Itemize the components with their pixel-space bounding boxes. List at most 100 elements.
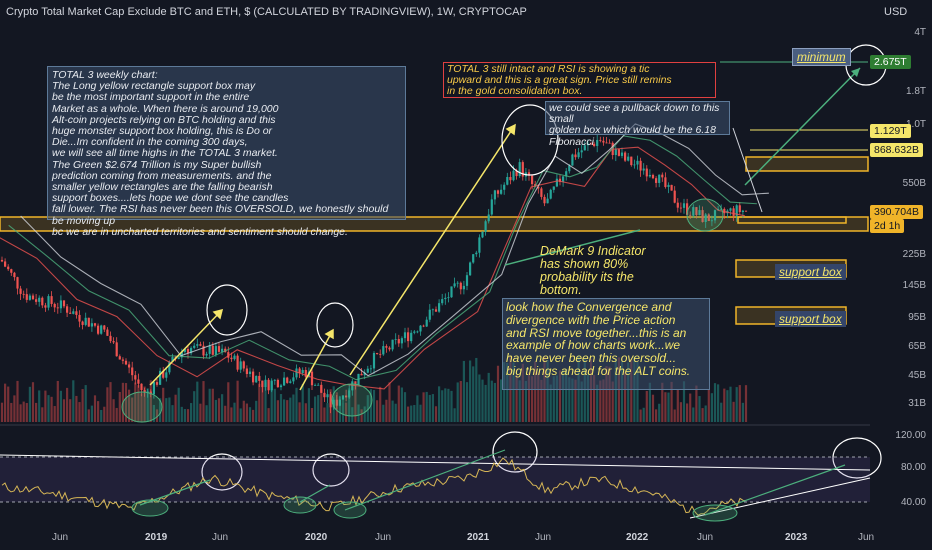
volume-bar: [202, 381, 205, 422]
candle-body: [394, 339, 397, 340]
candle-body: [28, 295, 31, 300]
candle-body: [273, 379, 276, 381]
volume-bar: [270, 381, 273, 422]
volume-bar: [217, 398, 221, 422]
candle-body: [258, 375, 261, 381]
volume-bar: [580, 381, 583, 422]
volume-bar: [261, 380, 264, 422]
candle-body: [410, 332, 413, 342]
volume-bar: [524, 380, 527, 422]
volume-bar: [586, 374, 589, 422]
candle-body: [205, 353, 208, 356]
demark-arrow: [504, 229, 641, 266]
candle-body: [100, 325, 103, 334]
volume-bar: [267, 408, 270, 422]
volume-bar: [512, 362, 515, 422]
volume-bar: [245, 403, 248, 422]
volume-bar: [124, 383, 128, 422]
volume-bar: [710, 393, 713, 422]
candle-body: [682, 203, 686, 208]
candle-body: [642, 168, 645, 171]
candle-body: [314, 385, 317, 386]
candle-body: [227, 352, 230, 358]
volume-bar: [527, 372, 531, 422]
support-box-label-1[interactable]: support box: [775, 264, 846, 280]
volume-bar: [93, 395, 97, 422]
volume-bar: [323, 407, 326, 422]
candle-body: [475, 252, 478, 255]
candle-body: [583, 145, 586, 151]
candle-body: [25, 294, 28, 300]
candle-body: [348, 390, 351, 398]
volume-bar: [667, 392, 670, 422]
volume-bar: [171, 405, 174, 422]
time-tick-label: Jun: [375, 532, 392, 543]
volume-bar: [723, 388, 726, 422]
circle-2019-top: [206, 284, 248, 336]
candle-body: [103, 325, 106, 330]
note-pullback[interactable]: we could see a pullback down to this sma…: [545, 101, 730, 147]
price-tick-label: 1.0T: [905, 119, 926, 130]
candle-body: [4, 261, 7, 267]
candle-body: [245, 368, 248, 374]
candle-body: [143, 390, 146, 393]
candle-body: [379, 353, 382, 355]
candle-body: [159, 370, 162, 385]
volume-bar: [400, 387, 403, 422]
volume-bar: [726, 390, 729, 422]
volume-bar: [149, 380, 152, 422]
volume-bar: [146, 388, 149, 422]
candle-body: [500, 189, 503, 194]
candle-body: [385, 346, 388, 348]
candle-body: [196, 344, 199, 346]
candle-body: [543, 196, 546, 204]
volume-bar: [686, 403, 689, 422]
volume-bar: [701, 408, 704, 422]
volume-bar: [81, 389, 84, 422]
candle-body: [407, 332, 410, 342]
note-rsi-intact[interactable]: TOTAL 3 still intact and RSI is showing …: [443, 62, 716, 98]
candle-body: [586, 143, 589, 146]
candle-body: [372, 352, 376, 369]
volume-bar: [289, 397, 292, 422]
volume-bar: [391, 400, 394, 422]
candle-body: [276, 379, 279, 388]
candle-body: [69, 312, 72, 314]
note-main[interactable]: TOTAL 3 weekly chart: The Long yellow re…: [47, 66, 406, 237]
volume-bar: [605, 366, 608, 422]
rsi-circle-2019: [201, 453, 243, 491]
candle-body: [661, 174, 664, 178]
volume-bar: [611, 381, 614, 422]
volume-bar: [689, 393, 692, 422]
candle-body: [338, 399, 341, 406]
volume-bar: [379, 386, 382, 422]
candle-body: [633, 164, 636, 166]
candle-body: [131, 367, 134, 376]
moving-average-line: [0, 146, 745, 390]
volume-bar: [255, 400, 258, 422]
time-tick-label: Jun: [52, 532, 69, 543]
volume-bar: [503, 362, 506, 422]
price-tick-label: 95B: [908, 312, 926, 323]
rsi-arrow-3: [344, 449, 506, 511]
candle-body: [301, 369, 304, 374]
candle-body: [540, 188, 543, 197]
candle-body: [44, 305, 47, 308]
candle-body: [462, 285, 465, 290]
volume-bar: [593, 375, 596, 422]
volume-bar: [487, 372, 490, 422]
note-convergence[interactable]: look how the Convergence and divergence …: [502, 298, 710, 390]
note-demark[interactable]: DeMark 9 Indicator has shown 80% probabi…: [540, 244, 646, 297]
candle-body: [13, 272, 16, 278]
minimum-label[interactable]: minimum: [792, 48, 851, 66]
volume-bar: [13, 395, 16, 422]
candle-body: [345, 395, 348, 398]
candle-body: [710, 220, 713, 222]
candle-body: [568, 165, 571, 172]
candle-body: [503, 184, 506, 190]
candle-body: [465, 275, 469, 286]
support-box-label-2[interactable]: support box: [775, 311, 846, 327]
candle-body: [713, 210, 717, 221]
volume-bar: [354, 383, 357, 422]
candle-body: [75, 311, 78, 315]
